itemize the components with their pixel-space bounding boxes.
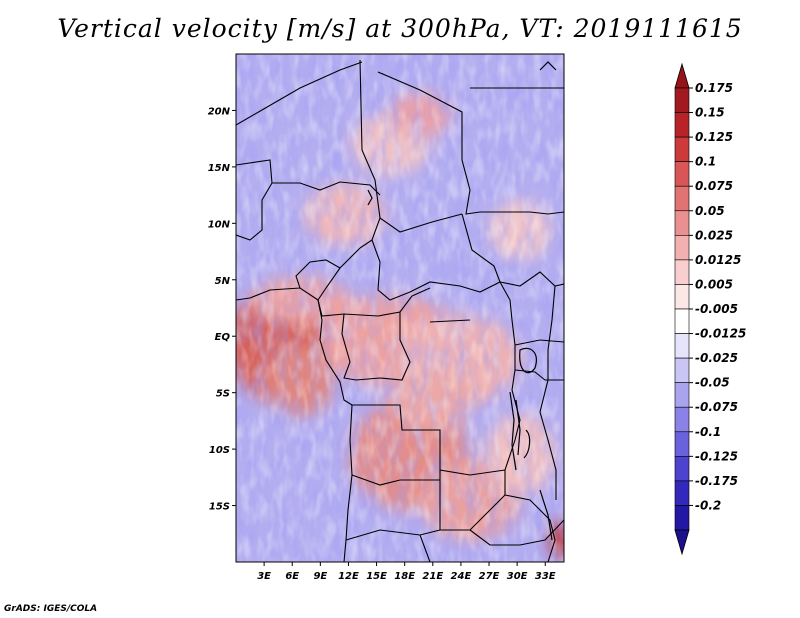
colorbar-label: -0.025	[695, 351, 738, 365]
lon-tick-label: 15E	[366, 571, 387, 582]
colorbar: 0.175 0.15 0.125 0.1 0.075 0.05 0.025 0.0125 0.0…	[674, 62, 746, 556]
lon-tick-label: 30E	[507, 571, 528, 582]
lat-tick-label: 5S	[216, 389, 230, 400]
colorbar-label: -0.1	[695, 425, 721, 439]
colorbar-segment	[674, 357, 690, 383]
colorbar-segment	[674, 112, 690, 138]
lon-tick-label: 12E	[338, 571, 359, 582]
colorbar-label: 0.075	[695, 179, 733, 193]
colorbar-segment	[674, 382, 690, 408]
colorbar-label: -0.125	[695, 449, 738, 463]
lat-tick-label: 20N	[208, 106, 231, 117]
map-title: Vertical velocity [m/s] at 300hPa, VT: 2…	[57, 14, 743, 43]
colorbar-label: 0.175	[695, 81, 733, 95]
colorbar-label: -0.175	[695, 474, 738, 488]
colorbar-segment	[674, 161, 690, 187]
colorbar-label: -0.0125	[695, 327, 746, 341]
country-borders	[236, 59, 564, 562]
grads-credit: GrADS: IGES/COLA	[4, 604, 98, 614]
colorbar-segment	[674, 333, 690, 359]
lon-tick-label: 21E	[422, 571, 443, 582]
colorbar-segment	[674, 136, 690, 162]
lon-tick-label: 18E	[394, 571, 415, 582]
lon-tick-label: 3E	[257, 571, 271, 582]
lon-tick-label: 27E	[479, 571, 500, 582]
colorbar-segment	[674, 480, 690, 506]
latitude-axis: 20N 15N 10N 5N EQ 5S 10S 15S	[208, 106, 236, 513]
colorbar-segment	[674, 87, 690, 113]
lat-tick-label: 5N	[215, 276, 231, 287]
colorbar-label: -0.2	[695, 498, 721, 512]
colorbar-label: 0.0125	[695, 253, 741, 267]
colorbar-label: 0.025	[695, 228, 733, 242]
lat-tick-label: 15N	[208, 163, 231, 174]
colorbar-bottom-arrow	[674, 529, 690, 556]
colorbar-label: -0.05	[695, 376, 730, 390]
lat-tick-label: 15S	[209, 502, 230, 513]
colorbar-segment	[674, 235, 690, 261]
colorbar-label: 0.1	[695, 155, 716, 169]
colorbar-segment	[674, 210, 690, 236]
colorbar-segment	[674, 185, 690, 212]
lon-tick-label: 33E	[535, 571, 556, 582]
lon-tick-label: 9E	[313, 571, 327, 582]
lat-tick-label: 10N	[208, 219, 231, 230]
lat-tick-label: EQ	[215, 332, 231, 343]
colorbar-segment	[674, 431, 690, 457]
colorbar-segment	[674, 259, 690, 285]
lon-tick-label: 24E	[451, 571, 472, 582]
colorbar-label: -0.005	[695, 302, 738, 316]
colorbar-label: 0.15	[695, 106, 725, 120]
colorbar-label: 0.05	[695, 204, 725, 218]
colorbar-label: -0.075	[695, 400, 738, 414]
colorbar-segment	[674, 456, 690, 482]
map-frame	[235, 53, 565, 563]
colorbar-segment	[674, 406, 690, 433]
lon-tick-label: 6E	[285, 571, 299, 582]
lake-outlines	[367, 61, 557, 541]
colorbar-label: 0.125	[695, 130, 733, 144]
velocity-field	[236, 54, 564, 562]
colorbar-top-arrow	[674, 62, 690, 89]
colorbar-segment	[674, 505, 690, 531]
colorbar-label: 0.005	[695, 277, 733, 291]
lat-tick-label: 10S	[209, 445, 230, 456]
longitude-axis: 3E 6E 9E 12E 15E 18E 21E 24E 27E 30E 33E	[257, 562, 556, 582]
colorbar-segment	[674, 284, 690, 310]
colorbar-segment	[674, 308, 690, 334]
